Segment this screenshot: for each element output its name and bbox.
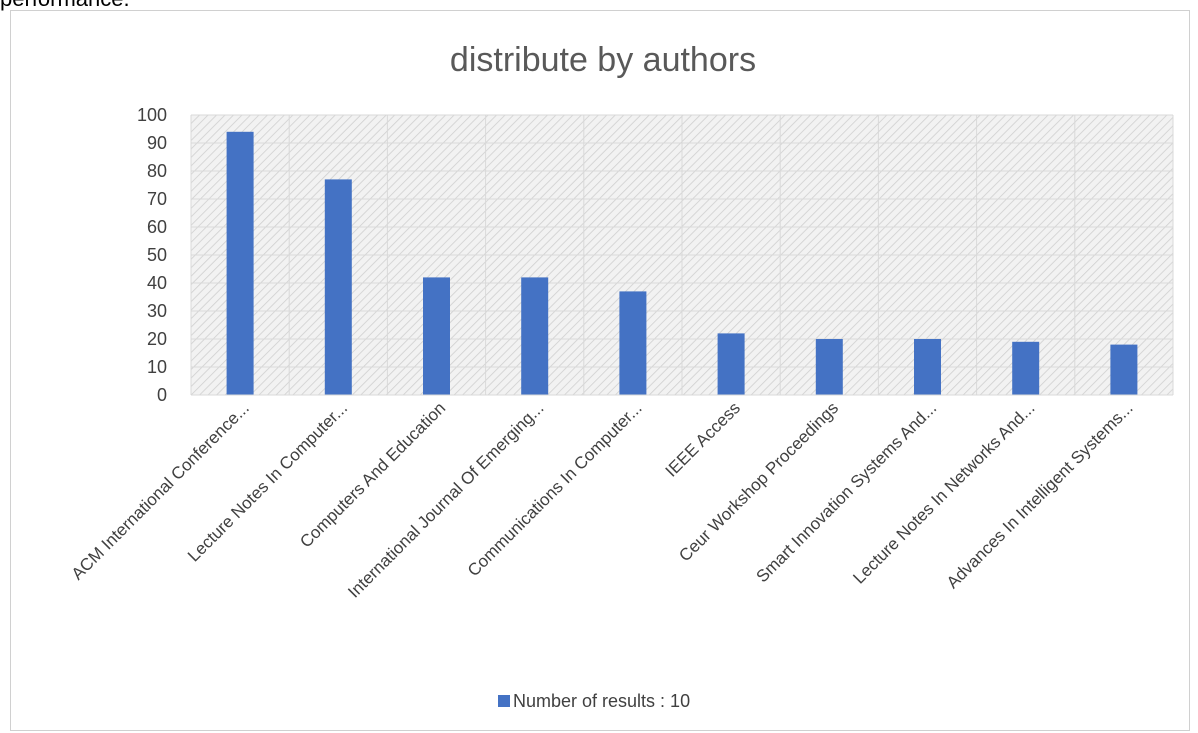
x-axis: ACM International Conference...Lecture N…: [68, 394, 1173, 602]
gridlines: [190, 114, 1174, 396]
preceding-text: performance.: [0, 0, 130, 10]
x-tick-label: ACM International Conference...: [68, 398, 253, 583]
bar: [1110, 344, 1138, 395]
bars: [226, 131, 1138, 396]
y-tick-label: 0: [157, 385, 167, 405]
y-tick-label: 60: [147, 217, 167, 237]
legend-label: Number of results : 10: [513, 691, 690, 711]
y-tick-label: 80: [147, 161, 167, 181]
bar: [324, 179, 352, 395]
x-tick-label: IEEE Access: [662, 398, 744, 480]
bar: [226, 131, 254, 396]
bar: [914, 339, 941, 395]
x-tick-label: Smart Innovation Systems And...: [753, 398, 941, 586]
legend-swatch: [498, 695, 510, 707]
x-tick-label: International Journal Of Emerging...: [344, 398, 547, 601]
x-tick-label: Lecture Notes In Computer...: [184, 398, 351, 565]
x-tick-label: Lecture Notes In Networks And...: [849, 398, 1038, 587]
y-tick-label: 30: [147, 301, 167, 321]
y-tick-label: 70: [147, 189, 167, 209]
y-tick-label: 50: [147, 245, 167, 265]
x-tick-label: Communications In Computer...: [464, 398, 646, 580]
bar: [521, 277, 549, 395]
bar: [619, 291, 647, 395]
bar: [423, 277, 450, 395]
y-tick-label: 10: [147, 357, 167, 377]
bar: [815, 339, 843, 395]
bar: [717, 333, 745, 395]
y-tick-label: 90: [147, 133, 167, 153]
x-tick-label: Advances In Intelligent Systems...: [943, 398, 1137, 592]
x-tick-label: Ceur Workshop Proceedings: [675, 398, 842, 565]
legend: Number of results : 10: [498, 691, 690, 711]
y-axis: 0 10 20 30 40 50 60 70 80 90 100: [137, 105, 167, 405]
y-tick-label: 40: [147, 273, 167, 293]
y-tick-label: 100: [137, 105, 167, 125]
chart-title: distribute by authors: [450, 41, 756, 79]
bar: [1012, 341, 1040, 395]
y-tick-label: 20: [147, 329, 167, 349]
